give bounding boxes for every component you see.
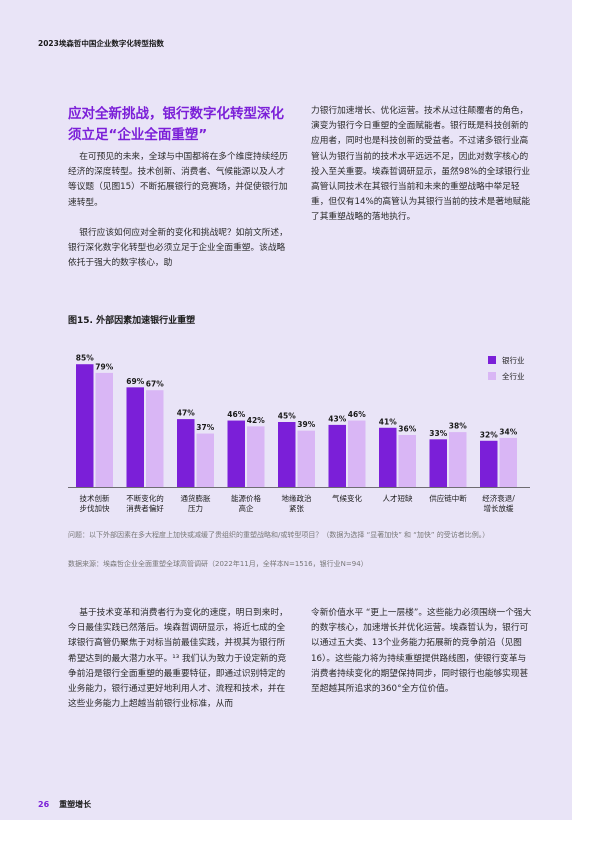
data-label: 37% (196, 423, 214, 432)
bar-banking-3 (227, 420, 245, 487)
category-label: 技术创新 (80, 493, 110, 503)
data-label: 34% (499, 427, 517, 436)
bar-banking-5 (328, 424, 346, 487)
bar-all-0 (95, 372, 113, 487)
bar-banking-8 (480, 440, 498, 487)
bar-all-8 (499, 437, 517, 487)
bar-all-2 (196, 433, 214, 487)
data-label: 67% (146, 380, 164, 389)
paragraph: 银行应该如何应对全新的变化和挑战呢？如前文所述，银行深化数字化转型也必须立足于企… (68, 227, 288, 269)
legend-swatch (488, 372, 496, 380)
chart-note: 问题：以下外部因素在多大程度上加快或减缓了贵组织的重塑战略和/或转型项目？（数据… (68, 531, 490, 539)
category-label: 压力 (188, 503, 203, 513)
page-number: 26 (38, 800, 50, 809)
page-footer: 26 重塑增长 (38, 799, 91, 810)
bar-banking-0 (76, 364, 94, 487)
bar-all-4 (297, 430, 315, 487)
data-label: 45% (278, 412, 296, 421)
data-label: 41% (379, 417, 397, 426)
paragraph: 在可预见的未来，全球与中国都将在多个维度持续经历经济的深度转型。技术创新、消费者… (68, 152, 288, 208)
data-label: 42% (247, 416, 265, 425)
category-label: 通货膨胀 (181, 493, 211, 503)
footer-section: 重塑增长 (59, 800, 92, 809)
legend-label: 银行业 (502, 355, 525, 365)
legend-swatch (488, 356, 496, 364)
left-bottom-column: 基于技术变革和消费者行为变化的速度，明日到来时，今日最佳实践已然落后。埃森哲调研… (68, 606, 290, 727)
category-label: 人才短缺 (383, 493, 413, 503)
data-label: 79% (95, 362, 113, 371)
data-label: 36% (398, 425, 416, 434)
bar-banking-1 (126, 387, 144, 487)
category-label: 步伐加快 (80, 503, 110, 513)
right-top-column: 力银行加速增长、优化运营。技术从过往颠覆者的角色，演变为银行今日重塑的全面赋能者… (311, 104, 533, 241)
category-label: 供应链中断 (429, 493, 467, 503)
bar-banking-4 (278, 422, 296, 487)
running-header: 2023埃森哲中国企业数字化转型指数 (38, 39, 164, 48)
category-label: 地缘政治 (282, 493, 312, 503)
bar-all-7 (449, 432, 467, 487)
category-label: 增长放缓 (484, 503, 514, 513)
category-label: 高企 (239, 503, 254, 513)
bar-all-6 (398, 435, 416, 487)
bar-banking-7 (429, 439, 447, 487)
left-top-column: 在可预见的未来，全球与中国都将在多个维度持续经历经济的深度转型。技术创新、消费者… (68, 150, 290, 286)
data-label: 69% (126, 377, 144, 386)
data-label: 38% (449, 422, 467, 431)
paragraph: 基于技术变革和消费者行为变化的速度，明日到来时，今日最佳实践已然落后。埃森哲调研… (68, 608, 288, 710)
content-panel: 2023埃森哲中国企业数字化转型指数 应对全新挑战，银行数字化转型深化须立足“企… (0, 0, 572, 820)
bar-all-1 (146, 390, 164, 487)
data-label: 33% (429, 429, 447, 438)
data-label: 85% (76, 354, 94, 363)
category-label: 紧张 (289, 504, 304, 513)
bar-all-5 (348, 420, 366, 487)
category-label: 经济衰退/ (482, 493, 515, 503)
paragraph: 力银行加速增长、优化运营。技术从过往颠覆者的角色，演变为银行今日重塑的全面赋能者… (311, 106, 531, 223)
data-label: 39% (297, 420, 315, 429)
category-label: 气候变化 (332, 493, 362, 503)
figure-title: 图15. 外部因素加速银行业重塑 (68, 316, 196, 326)
data-label: 46% (348, 410, 366, 419)
bar-banking-2 (177, 419, 195, 487)
bar-banking-6 (379, 427, 397, 487)
data-label: 46% (227, 410, 245, 419)
paragraph: 令新价值水平 “更上一层楼”。这些能力必须围绕一个强大的数字核心，加速增长并优化… (311, 608, 532, 695)
data-label: 47% (177, 409, 195, 418)
right-bottom-column: 令新价值水平 “更上一层楼”。这些能力必须围绕一个强大的数字核心，加速增长并优化… (311, 606, 533, 712)
bar-all-3 (247, 426, 265, 487)
data-label: 32% (480, 430, 498, 439)
category-label: 消费者偏好 (126, 503, 164, 513)
category-label: 能源价格 (231, 493, 261, 503)
legend-label: 全行业 (502, 371, 525, 381)
chart-source: 数据来源：埃森哲企业全面重塑全球高管调研（2022年11月，全样本N=1516，… (68, 560, 368, 568)
data-label: 43% (328, 414, 346, 423)
section-heading: 应对全新挑战，银行数字化转型深化须立足“企业全面重塑” (68, 106, 284, 143)
category-label: 不断变化的 (126, 493, 164, 503)
